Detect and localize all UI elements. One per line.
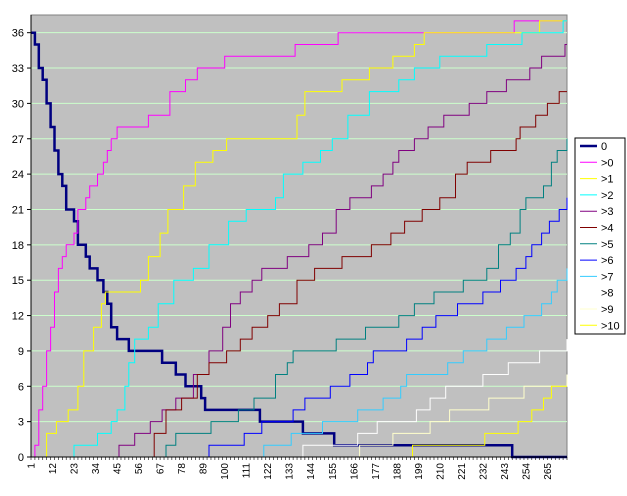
x-tick-label: 100 <box>220 463 231 480</box>
x-tick-label: 144 <box>306 463 317 480</box>
series-line-6 <box>31 138 568 458</box>
x-tick-label: 177 <box>371 463 382 480</box>
x-axis-ticks: 1 12 23 34 45 56 67 78 89 100 111 122 133 144 155 166 17… <box>27 457 568 480</box>
legend-label: >2 <box>601 190 614 202</box>
x-tick-label: 188 <box>392 463 403 480</box>
y-tick-label: 24 <box>12 169 24 181</box>
x-tick-label: 199 <box>414 463 425 480</box>
series-line-5 <box>31 91 567 458</box>
y-tick-label: 12 <box>12 311 24 323</box>
x-tick-label: 111 <box>242 463 253 479</box>
y-tick-label: 18 <box>12 240 24 252</box>
legend-label: >8 <box>601 288 614 300</box>
series-line-8 <box>31 268 568 458</box>
y-tick-label: 9 <box>18 346 24 358</box>
y-tick-label: 21 <box>12 204 24 216</box>
series-line-4 <box>31 44 567 458</box>
x-tick-label: 265 <box>543 463 554 480</box>
series-line-1 <box>31 20 567 458</box>
series-layer <box>31 20 568 459</box>
x-tick-label: 221 <box>457 463 468 480</box>
series-line-10 <box>31 374 568 458</box>
series-line-9 <box>31 339 568 458</box>
x-tick-label: 254 <box>521 463 532 480</box>
legend-label: >5 <box>601 239 614 251</box>
x-tick-label: 12 <box>48 463 59 475</box>
x-tick-label: 210 <box>435 463 446 480</box>
legend-label: >6 <box>601 255 614 267</box>
series-line-2 <box>31 20 567 458</box>
series-line-11 <box>31 385 567 458</box>
x-tick-label: 56 <box>134 463 145 475</box>
y-tick-label: 27 <box>12 134 24 146</box>
x-tick-label: 243 <box>500 463 511 480</box>
x-tick-label: 23 <box>70 463 81 475</box>
y-tick-label: 36 <box>12 28 24 40</box>
x-tick-label: 89 <box>199 463 210 475</box>
legend-label: >4 <box>601 223 614 235</box>
axes <box>30 15 567 458</box>
y-tick-label: 15 <box>12 275 24 287</box>
x-tick-label: 133 <box>285 463 296 480</box>
legend: 0 >0 >1 >2 >3 >4 >5 >6 >7 >8 >9 >10 <box>574 137 626 335</box>
y-tick-label: 6 <box>18 381 24 393</box>
legend-label: >1 <box>601 174 614 186</box>
x-tick-label: 166 <box>349 463 360 480</box>
x-tick-label: 155 <box>328 463 339 480</box>
legend-box <box>574 137 626 335</box>
legend-label: >0 <box>601 157 614 169</box>
legend-label: 0 <box>601 141 607 153</box>
legend-label: >9 <box>601 304 614 316</box>
legend-label: >7 <box>601 271 614 283</box>
legend-label: >3 <box>601 206 614 218</box>
series-line-0 <box>31 31 567 459</box>
series-line-3 <box>31 20 567 458</box>
y-tick-label: 30 <box>12 98 24 110</box>
x-tick-label: 45 <box>113 463 124 475</box>
y-tick-label: 3 <box>18 417 24 429</box>
series-line-7 <box>31 197 568 458</box>
y-tick-label: 0 <box>18 452 24 464</box>
legend-label: >10 <box>601 320 620 332</box>
plot-area <box>30 14 568 458</box>
x-tick-label: 1 <box>27 463 38 469</box>
x-tick-label: 34 <box>91 463 102 475</box>
x-tick-label: 122 <box>263 463 274 480</box>
x-tick-label: 232 <box>478 463 489 480</box>
x-tick-label: 67 <box>156 463 167 475</box>
x-tick-label: 78 <box>177 463 188 475</box>
y-tick-label: 33 <box>12 63 24 75</box>
